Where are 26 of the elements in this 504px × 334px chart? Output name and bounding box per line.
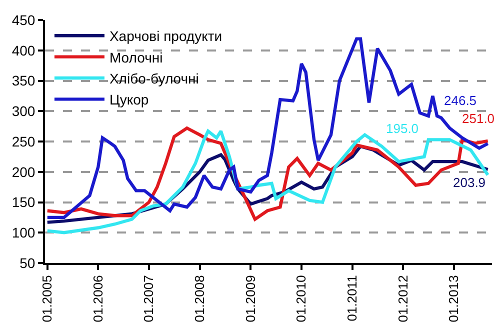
annotation: 195.0 — [386, 121, 419, 136]
x-tick-label: 01.2007 — [141, 275, 156, 322]
y-tick-label: 50 — [20, 254, 36, 271]
y-tick-label: 450 — [12, 12, 36, 28]
y-tick-label: 150 — [12, 194, 36, 210]
x-tick-label: 01.2010 — [294, 275, 309, 322]
y-tick-label: 300 — [12, 103, 36, 120]
y-tick-label: 200 — [12, 164, 36, 180]
annotation: 251.0 — [462, 111, 495, 126]
x-tick-label: 01.2013 — [446, 275, 462, 322]
x-tick-label: 01.2012 — [395, 275, 410, 322]
legend-label: Молочні — [109, 49, 163, 66]
x-tick-label: 01.2008 — [192, 275, 207, 322]
annotation: 203.9 — [453, 175, 486, 190]
legend-label: Цукор — [109, 92, 149, 108]
x-tick-label: 01.2009 — [242, 275, 258, 322]
y-tick-label: 350 — [12, 72, 36, 89]
annotation: 246.5 — [444, 93, 477, 108]
x-tick-label: 01.2006 — [90, 275, 106, 322]
legend-label: Харчові продукти — [109, 28, 222, 44]
legend-label: Хлібо-булочні — [109, 70, 199, 86]
y-tick-label: 100 — [12, 224, 36, 241]
x-tick-label: 01.2005 — [40, 275, 55, 322]
y-tick-label: 250 — [12, 133, 36, 150]
x-tick-label: 01.2011 — [344, 275, 360, 322]
y-tick-label: 400 — [12, 42, 36, 58]
